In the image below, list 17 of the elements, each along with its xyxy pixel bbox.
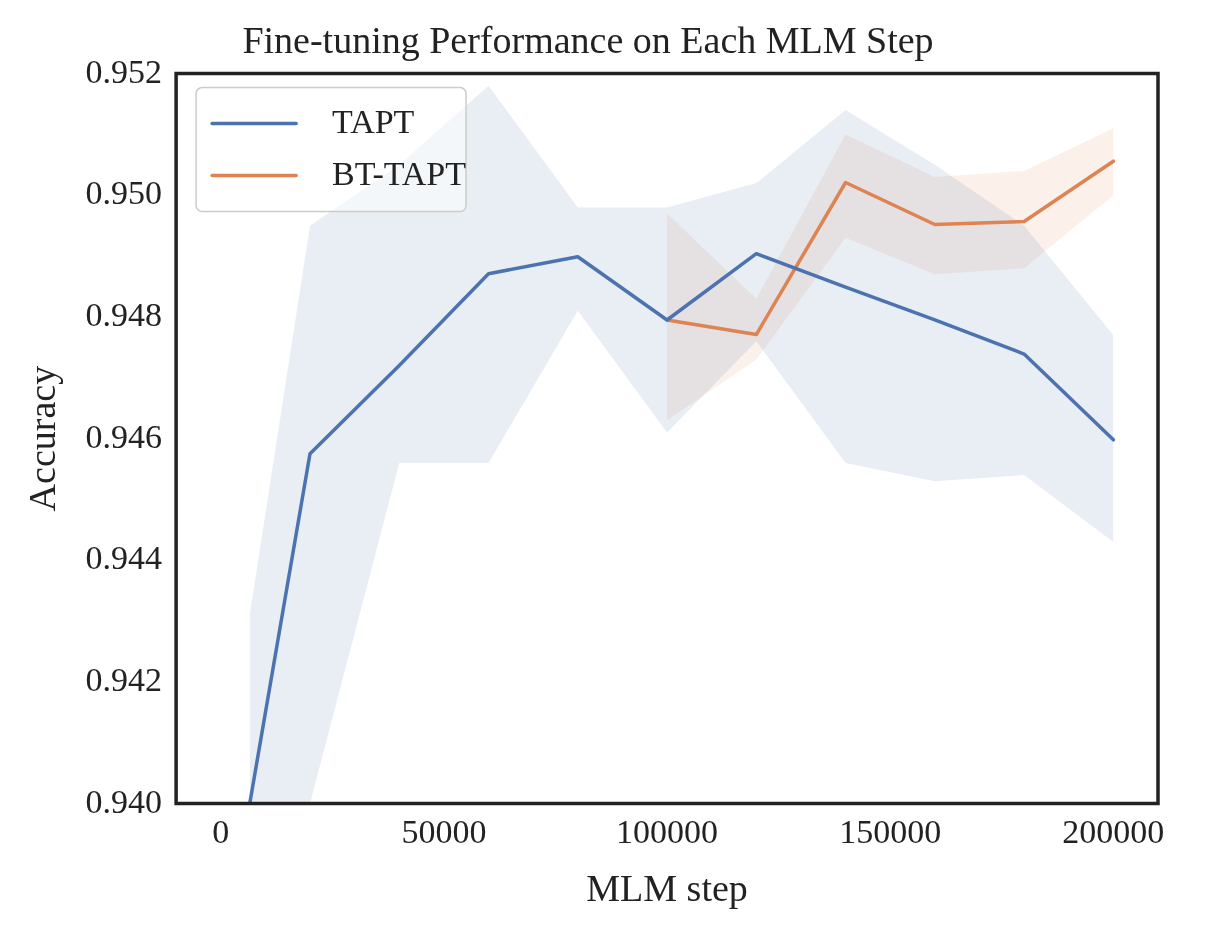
- x-tick-label: 200000: [1062, 812, 1165, 850]
- legend-label: BT-TAPT: [332, 154, 467, 192]
- y-tick-label: 0.952: [85, 52, 163, 90]
- y-tick-label: 0.948: [85, 295, 163, 333]
- x-tick-label: 0: [212, 812, 230, 850]
- x-tick-label: 100000: [616, 812, 719, 850]
- legend-label: TAPT: [332, 102, 415, 140]
- y-tick-label: 0.946: [85, 417, 163, 455]
- y-tick-label: 0.950: [85, 174, 163, 212]
- x-axis-title: MLM step: [586, 867, 748, 910]
- y-tick-label: 0.944: [85, 539, 163, 577]
- y-axis-title: Accuracy: [20, 365, 63, 512]
- chart-title: Fine-tuning Performance on Each MLM Step: [242, 18, 934, 61]
- y-tick-label: 0.942: [85, 660, 163, 698]
- x-tick-label: 50000: [401, 812, 487, 850]
- y-tick-label: 0.940: [85, 782, 163, 820]
- x-tick-label: 150000: [839, 812, 942, 850]
